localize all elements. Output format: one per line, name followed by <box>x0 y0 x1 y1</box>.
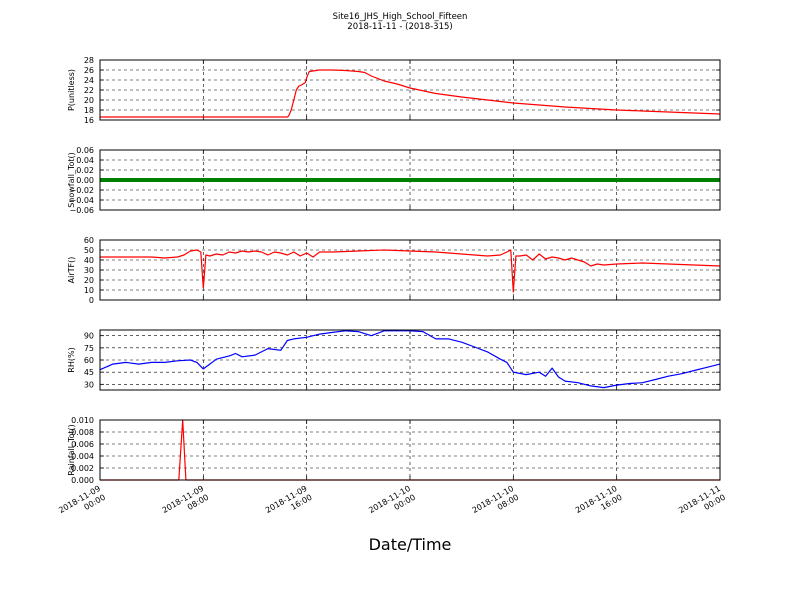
figure-title: Site16_JHS_High_School_Fifteen <box>333 12 468 22</box>
y-tick-label: 0.010 <box>71 416 94 425</box>
y-tick-label: 22 <box>84 86 94 95</box>
y-tick-label: 26 <box>84 66 94 75</box>
y-tick-label: 60 <box>84 236 94 245</box>
y-tick-label: 20 <box>84 276 94 285</box>
y-tick-label: 50 <box>84 246 94 255</box>
subplot-2: −0.06−0.04−0.020.000.020.040.06Snowfall_… <box>67 146 721 215</box>
axes-frame <box>99 419 721 481</box>
y-tick-label: 16 <box>84 116 94 125</box>
y-tick-label: 75 <box>84 344 94 353</box>
subplots: 16182022242628P(unitless)−0.06−0.04−0.02… <box>57 56 727 515</box>
y-tick-label: 0.06 <box>76 146 94 155</box>
y-tick-label: 40 <box>84 256 94 265</box>
y-tick-label: 45 <box>84 368 94 377</box>
y-tick-label: 0 <box>89 296 94 305</box>
series-line <box>99 330 721 389</box>
y-tick-label: 10 <box>84 286 94 295</box>
y-tick-label: 24 <box>84 76 94 85</box>
y-tick-label: 0.006 <box>71 440 94 449</box>
y-tick-label: 18 <box>84 106 94 115</box>
y-axis-label: Rainfall_Tot() <box>67 424 76 476</box>
y-tick-label: 30 <box>84 380 94 389</box>
axes-frame <box>99 329 721 391</box>
y-tick-label: 0.02 <box>76 166 94 175</box>
y-tick-label: 0.004 <box>71 452 94 461</box>
y-axis-label: Snowfall_Tot() <box>67 152 76 208</box>
y-tick-label: 90 <box>84 332 94 341</box>
y-tick-label: −0.02 <box>69 186 94 195</box>
axes-frame <box>99 59 721 121</box>
y-axis-label: AirTF() <box>67 257 76 284</box>
y-tick-label: 0.002 <box>71 464 94 473</box>
subplot-5: 0.000 0.002 0.004 0.006 0.008 0.010Rainfall_T… <box>57 416 727 515</box>
y-tick-label: 60 <box>84 356 94 365</box>
y-tick-label: 0.000 <box>71 476 94 485</box>
axes-frame <box>99 149 721 211</box>
figure-subtitle: 2018-11-11 - (2018-315) <box>347 22 452 32</box>
y-tick-label: 28 <box>84 56 94 65</box>
y-tick-label: 20 <box>84 96 94 105</box>
y-axis-label: P(unitless) <box>67 69 76 111</box>
y-tick-label: −0.06 <box>69 206 94 215</box>
y-tick-label: 0.00 <box>76 176 94 185</box>
y-tick-label: 30 <box>84 266 94 275</box>
y-axis-label: RH(%) <box>67 347 76 372</box>
axes-frame <box>99 239 721 301</box>
x-axis-label: Date/Time <box>369 535 452 554</box>
y-tick-label: 0.04 <box>76 156 94 165</box>
series-line <box>100 69 721 118</box>
y-tick-label: 0.008 <box>71 428 94 437</box>
series-line <box>100 249 721 293</box>
y-tick-label: −0.04 <box>69 196 94 205</box>
subplot-4: 30 45 60 75 90 RH(%) <box>67 329 721 391</box>
